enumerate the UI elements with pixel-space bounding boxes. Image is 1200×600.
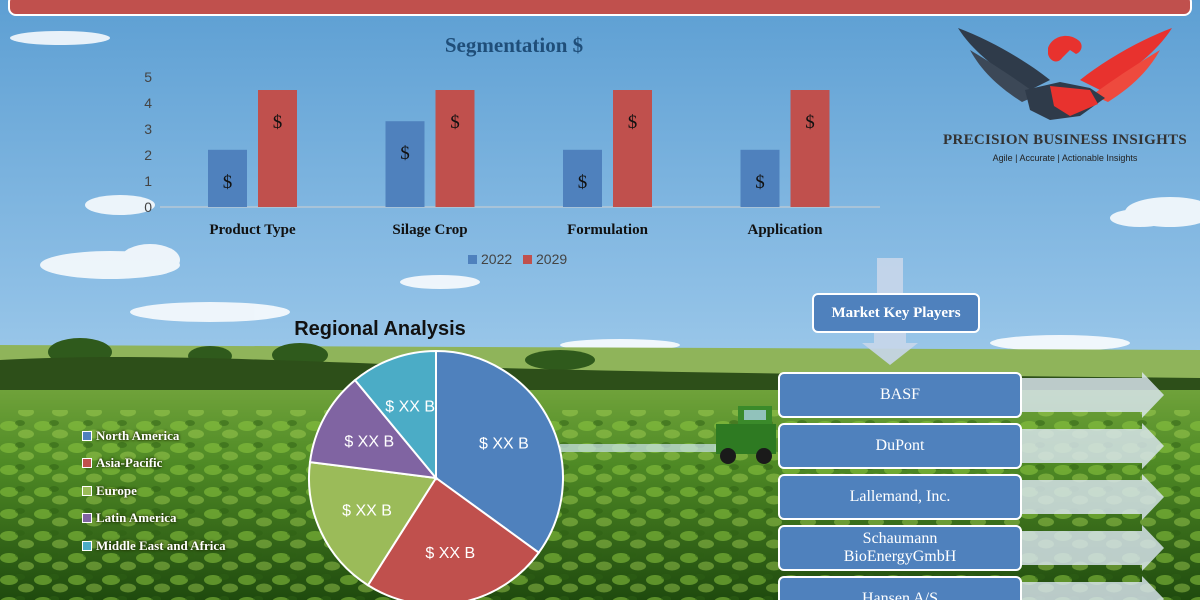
key-player-box: DuPont <box>778 423 1022 469</box>
bar-2022 <box>740 149 780 207</box>
top-banner <box>8 0 1192 16</box>
pie-legend: North America Asia-Pacific Europe Latin Ame… <box>82 422 292 560</box>
bar-data-label: $ <box>273 112 283 133</box>
legend-swatch <box>82 513 92 524</box>
bar-data-label: $ <box>400 143 410 164</box>
pie-slice-label: $ XX B <box>425 545 475 562</box>
pie-legend-item: Asia-Pacific <box>82 450 292 478</box>
key-player-box: Lallemand, Inc. <box>778 474 1022 520</box>
logo-company-name: PRECISION BUSINESS INSIGHTS <box>942 132 1188 148</box>
pie-slice <box>308 460 438 587</box>
legend-label: 2022 <box>481 251 512 267</box>
logo-block: PRECISION BUSINESS INSIGHTS Agile | Accu… <box>930 20 1200 170</box>
eagle-handshake-logo-icon <box>958 28 1172 120</box>
legend-label: Middle East and Africa <box>96 537 226 553</box>
legend-label: Latin America <box>96 510 177 526</box>
pie-legend-item: Middle East and Africa <box>82 532 292 560</box>
bar-data-label: $ <box>450 112 460 133</box>
segmentation-bar-chart: Segmentation $ 0 1 2 3 4 5 $ $ Product Type $ $ Sil… <box>144 33 880 267</box>
pie-legend-item: Latin America <box>82 505 292 533</box>
x-category-label: Application <box>747 222 823 238</box>
pie-slice-label: $ XX B <box>385 398 435 415</box>
chevron-right-icon <box>1022 423 1164 469</box>
legend-swatch <box>82 430 92 441</box>
legend-label: Europe <box>96 482 137 498</box>
down-arrow-icon <box>877 258 903 294</box>
pie-slice <box>435 349 564 555</box>
market-key-players-heading: Market Key Players <box>812 293 980 333</box>
chevron-right-icon <box>1022 474 1164 520</box>
y-tick-label: 1 <box>144 173 152 189</box>
chevron-right-icon <box>1022 576 1164 600</box>
x-category-label: Formulation <box>567 222 648 238</box>
x-category-label: Product Type <box>209 222 296 238</box>
bar-data-label: $ <box>755 172 765 193</box>
pie-slice <box>366 476 541 600</box>
bar-2022 <box>208 149 247 207</box>
pie-slice-label: $ XX B <box>479 435 529 452</box>
pie-slice-label: $ XX B <box>344 433 394 450</box>
bar-data-label: $ <box>805 112 815 133</box>
y-tick-label: 3 <box>144 121 152 137</box>
regional-pie-chart: $ XX B $ XX B $ XX B $ XX B $ XX B <box>308 349 564 600</box>
y-tick-label: 5 <box>144 69 152 85</box>
legend-label: North America <box>96 427 180 443</box>
y-tick-label: 4 <box>144 95 152 111</box>
bar-2022 <box>563 149 602 207</box>
pie-slice <box>353 349 437 481</box>
legend-swatch <box>523 255 532 264</box>
chevron-right-icon <box>1022 372 1164 418</box>
legend-label: 2029 <box>536 251 567 267</box>
legend-swatch <box>82 485 92 496</box>
y-tick-label: 0 <box>144 199 152 215</box>
bar-2029 <box>790 90 830 207</box>
key-player-box: BASF <box>778 372 1022 418</box>
pie-legend-item: Europe <box>82 477 292 505</box>
legend-swatch <box>82 540 92 551</box>
key-player-box: Hansen A/S <box>778 576 1022 600</box>
logo-tagline: Agile | Accurate | Actionable Insights <box>992 153 1138 163</box>
pie-slice <box>308 378 439 480</box>
pie-legend-item: North America <box>82 422 292 450</box>
bar-data-label: $ <box>223 172 233 193</box>
legend-swatch <box>82 458 92 469</box>
bar-data-label: $ <box>628 112 638 133</box>
chevron-right-icon <box>1022 525 1164 571</box>
bar-2029 <box>435 90 475 207</box>
bar-2029 <box>258 90 297 207</box>
pie-slice-label: $ XX B <box>342 502 392 519</box>
down-arrow-icon <box>862 333 918 365</box>
bar-2029 <box>613 90 652 207</box>
bar-2022 <box>385 121 425 207</box>
legend-swatch <box>468 255 477 264</box>
key-player-box: Schaumann BioEnergyGmbH <box>778 525 1022 571</box>
pie-chart-title: Regional Analysis <box>294 318 466 340</box>
x-category-label: Silage Crop <box>392 222 467 238</box>
legend-label: Asia-Pacific <box>96 455 163 471</box>
bar-data-label: $ <box>578 172 588 193</box>
bar-chart-title: Segmentation $ <box>445 33 583 57</box>
y-tick-label: 2 <box>144 147 152 163</box>
